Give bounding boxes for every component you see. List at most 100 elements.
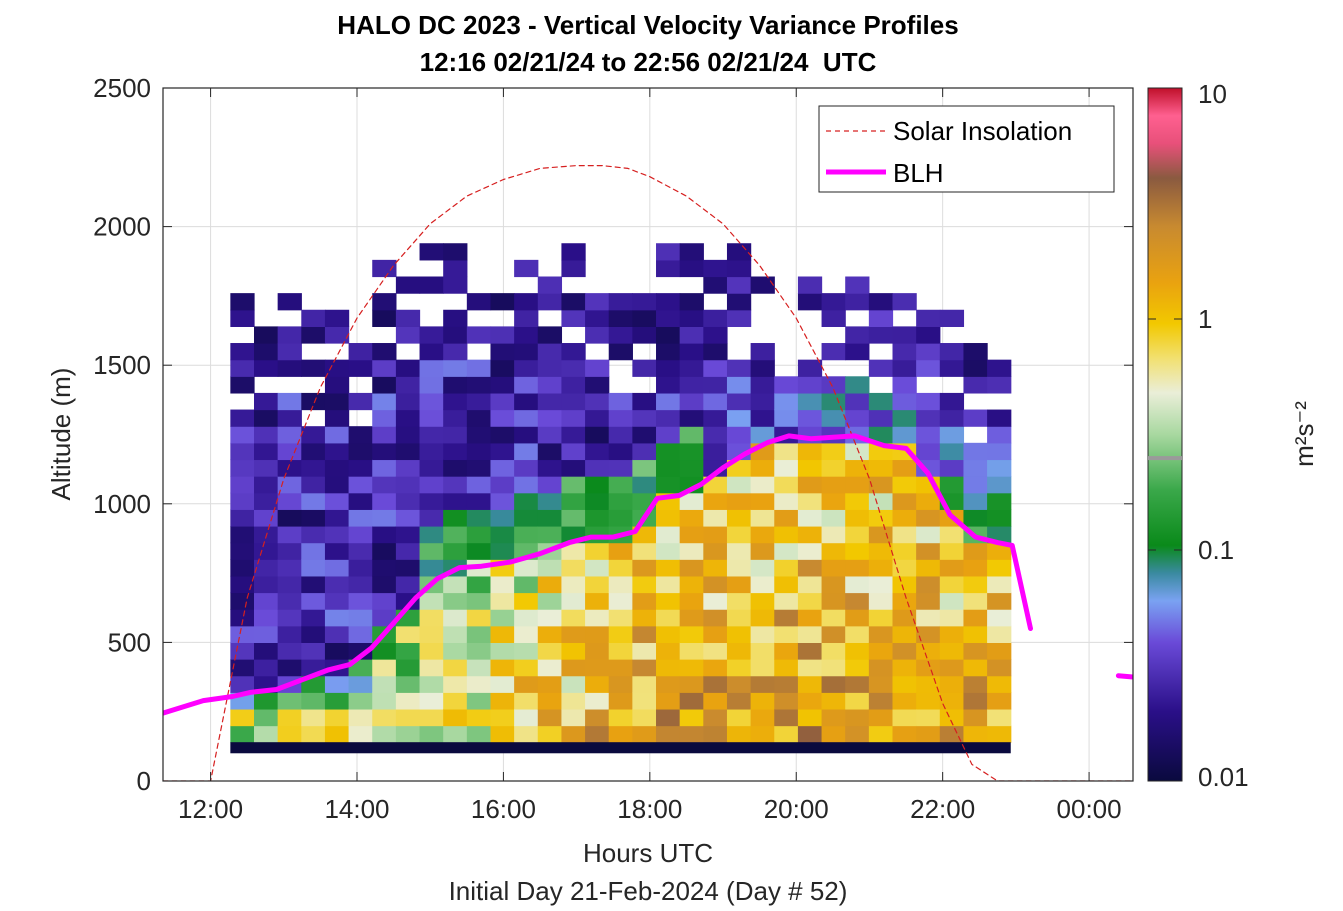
heatmap-cell — [703, 459, 728, 477]
heatmap-cell — [679, 575, 704, 594]
heatmap-cell — [703, 559, 728, 577]
heatmap-cell — [348, 725, 373, 743]
heatmap-cell — [845, 276, 870, 294]
heatmap-cell — [466, 293, 492, 311]
heatmap-cell — [750, 426, 775, 444]
heatmap-cell — [324, 575, 350, 594]
heatmap-cell — [537, 359, 563, 377]
heatmap-cell — [230, 609, 255, 627]
heatmap-cell — [537, 426, 563, 444]
heatmap-cell — [348, 609, 373, 627]
colorbar-threshold-marker — [1148, 456, 1182, 461]
heatmap-cell — [608, 625, 633, 643]
heatmap-cell — [277, 459, 302, 477]
heatmap-cell — [395, 492, 421, 510]
heatmap-cell — [561, 293, 586, 311]
heatmap-cell — [656, 542, 681, 560]
heatmap-cell — [324, 392, 350, 411]
heatmap-cell — [561, 459, 586, 477]
heatmap-cell — [797, 276, 823, 294]
heatmap-cell — [490, 692, 515, 710]
heatmap-cell — [679, 625, 704, 643]
heatmap-cell — [419, 376, 444, 394]
heatmap-cell — [632, 293, 657, 311]
heatmap-cell — [253, 492, 279, 510]
heatmap-cell — [537, 559, 563, 577]
heatmap-cell — [490, 659, 515, 677]
y-tick-label-0: 0 — [137, 766, 151, 796]
heatmap-cell — [277, 642, 302, 660]
heatmap-cell — [230, 725, 255, 743]
colorbar: 0.01 0.1 1 10 m²s⁻² — [1147, 79, 1319, 792]
heatmap-cell — [987, 525, 1012, 544]
heatmap-cell — [939, 559, 965, 577]
heatmap-cell — [466, 376, 492, 394]
heatmap-cell — [892, 459, 917, 477]
heatmap-cell — [987, 725, 1012, 743]
heatmap-cell — [253, 426, 279, 444]
heatmap-cell — [585, 476, 610, 494]
axis-ticks: 12:00 14:00 16:00 18:00 20:00 22:00 00:00 0 500 1… — [93, 73, 1133, 824]
heatmap-cell — [230, 309, 255, 327]
heatmap-cell — [466, 326, 492, 344]
heatmap-cell — [585, 559, 610, 577]
heatmap-cell — [987, 642, 1012, 660]
heatmap-cell — [916, 675, 941, 693]
heatmap-cell — [230, 376, 255, 394]
heatmap-cell — [230, 659, 255, 677]
heatmap-cell — [679, 659, 704, 677]
heatmap-cell — [703, 259, 728, 278]
heatmap-cell — [514, 659, 539, 677]
heatmap-cell — [372, 459, 397, 477]
heatmap-cell — [797, 592, 823, 610]
heatmap-cell — [797, 442, 823, 461]
heatmap-cell — [916, 559, 941, 577]
heatmap-cell — [656, 642, 681, 660]
heatmap-cell — [656, 592, 681, 610]
heatmap-cell — [726, 376, 752, 394]
heatmap-cell — [774, 442, 799, 461]
heatmap-cell — [395, 392, 421, 411]
heatmap-cell — [301, 309, 326, 327]
heatmap-cell — [277, 426, 302, 444]
heatmap-cell — [939, 708, 965, 727]
y-axis-label: Altitude (m) — [46, 368, 76, 501]
heatmap-cell — [679, 343, 704, 361]
heatmap-cell — [372, 592, 397, 610]
heatmap-cell — [419, 542, 444, 560]
heatmap-cell — [797, 476, 823, 494]
heatmap-cell — [892, 392, 917, 411]
heatmap-cell — [419, 725, 444, 743]
heatmap-cell — [797, 525, 823, 544]
heatmap-cell — [514, 309, 539, 327]
heatmap-cell — [963, 642, 988, 660]
heatmap-cell — [585, 392, 610, 411]
heatmap-cell — [514, 343, 539, 361]
heatmap-cell — [443, 692, 468, 710]
heatmap-cell — [821, 642, 846, 660]
heatmap-cell — [750, 675, 775, 693]
heatmap-cell — [608, 326, 633, 344]
heatmap-cell — [963, 609, 988, 627]
heatmap-cell — [324, 542, 350, 560]
heatmap-cell — [679, 376, 704, 394]
heatmap-cell — [443, 426, 468, 444]
heatmap-cell — [656, 476, 681, 494]
heatmap-cell — [797, 559, 823, 577]
heatmap-cell — [726, 542, 752, 560]
heatmap-cell — [821, 708, 846, 727]
heatmap-cell — [821, 293, 846, 311]
heatmap-cell — [703, 276, 728, 294]
heatmap-cell — [703, 442, 728, 461]
heatmap-cell — [277, 293, 302, 311]
heatmap-cell — [916, 609, 941, 627]
heatmap-cell — [395, 359, 421, 377]
heatmap-cell — [585, 659, 610, 677]
heatmap-cell — [585, 509, 610, 527]
heatmap-cell — [916, 542, 941, 560]
heatmap-cell — [939, 692, 965, 710]
heatmap-cell — [561, 609, 586, 627]
heatmap-cell — [916, 625, 941, 643]
heatmap-cell — [395, 409, 421, 427]
